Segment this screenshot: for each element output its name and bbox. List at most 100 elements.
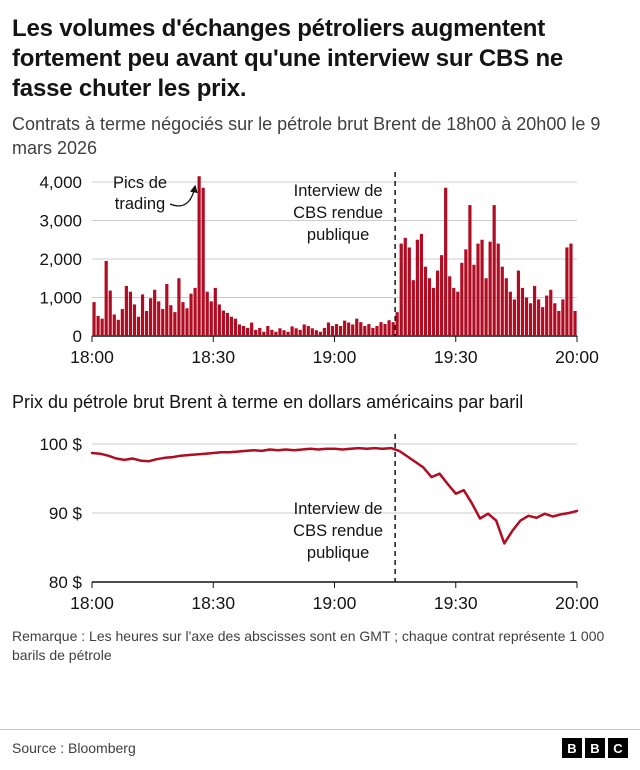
volume-bar (448, 276, 452, 336)
volume-bar (209, 301, 213, 336)
volume-bar (444, 187, 448, 336)
annotation-text: Interview de (294, 500, 383, 518)
volume-chart: 0 1,000 2,000 3,000 4,000 18:00 18:30 19:00 19:3… (12, 166, 628, 378)
price-chart-title: Prix du pétrole brut Brent à terme en do… (12, 392, 524, 412)
volume-bar (100, 318, 104, 336)
volume-bar (330, 325, 335, 336)
volume-bar (322, 327, 327, 336)
volume-bar (347, 322, 351, 336)
source-label: Source : Bloomberg (12, 740, 136, 756)
price-chart-svg: 100 $ 90 $ 80 $18:00 18:30 19:00 19:30 20:00 In… (39, 434, 599, 613)
volume-bar (468, 205, 472, 336)
volume-bar (181, 302, 185, 336)
volume-bar (359, 322, 363, 336)
volume-bar (104, 260, 108, 336)
footer: Source : Bloomberg B B C (0, 729, 640, 770)
volume-bar (334, 324, 339, 336)
price-line (90, 446, 579, 545)
annotation-text: CBS rendue (293, 522, 383, 540)
volume-bar (185, 308, 189, 336)
volume-bar (452, 287, 456, 337)
volume-bar (480, 239, 484, 336)
axis-tick-label: 18:30 (191, 347, 235, 367)
volume-bar (338, 325, 343, 336)
volume-bar (363, 325, 367, 336)
axis-tick-label: 3,000 (39, 212, 82, 231)
annotation-text: Interview de (294, 182, 383, 200)
volume-bar (314, 330, 318, 336)
volume-bar (149, 298, 153, 336)
volume-bar (161, 309, 165, 336)
bbc-logo-letter: B (585, 738, 605, 758)
axis-tick-label: 19:00 (313, 347, 357, 367)
volume-bar (464, 249, 468, 337)
volume-bar (128, 291, 133, 336)
volume-bar (569, 243, 573, 336)
volume-bar (266, 325, 270, 336)
axis-tick-label: 80 $ (49, 573, 83, 592)
volume-bar (395, 312, 399, 336)
volume-bar (351, 324, 355, 336)
volume-bar (306, 325, 310, 336)
annotation-text: publique (307, 544, 369, 562)
chart-subtitle: Contrats à terme négociés sur le pétrole… (12, 114, 601, 158)
axis-tick-label: 1,000 (39, 289, 82, 308)
axis-tick-label: 100 $ (39, 435, 82, 454)
axis-tick-label: 19:00 (313, 593, 357, 613)
volume-bar (197, 176, 201, 336)
volume-bar (169, 305, 173, 336)
volume-bar (132, 304, 137, 336)
volume-bar (423, 266, 428, 336)
volume-bar (391, 322, 395, 336)
volume-bar (225, 312, 230, 336)
volume-bar (205, 291, 209, 336)
volume-bar (262, 331, 266, 336)
volume-bar (355, 318, 359, 336)
volume-bar (488, 241, 492, 336)
volume-bar (343, 320, 347, 336)
annotation-text: CBS rendue (293, 204, 383, 222)
volume-bar (520, 287, 525, 337)
volume-bar (573, 310, 577, 336)
volume-bar (508, 291, 512, 336)
volume-bar (290, 326, 294, 337)
volume-bar (298, 329, 302, 336)
volume-bar (116, 319, 120, 336)
volume-bar (302, 324, 306, 336)
volume-bar (565, 247, 569, 336)
annotation-arrow (169, 184, 198, 207)
volume-bar (233, 318, 238, 336)
volume-bar (144, 310, 149, 336)
volume-bar (189, 293, 193, 336)
annotation-text: publique (307, 226, 369, 244)
bbc-logo-letter: C (608, 738, 628, 758)
volume-bar (427, 278, 432, 336)
volume-bar (241, 325, 246, 336)
volume-bar (282, 330, 286, 336)
volume-bar (326, 322, 331, 336)
volume-bar (411, 280, 415, 336)
volume-bar (435, 270, 440, 336)
volume-bar (112, 314, 116, 336)
volume-bar (254, 329, 258, 336)
volume-bar (553, 303, 557, 336)
volume-bar (201, 187, 205, 336)
annotation-text: Pics de (113, 174, 167, 192)
volume-bar (541, 307, 545, 337)
volume-bar (379, 322, 383, 336)
volume-bar (504, 278, 508, 336)
volume-bar (431, 287, 436, 337)
volume-bar (165, 284, 169, 336)
page-title: Les volumes d'échanges pétroliers augmen… (12, 15, 564, 102)
volume-bar (557, 310, 561, 336)
bbc-logo: B B C (562, 738, 628, 758)
axis-tick-label: 18:00 (70, 593, 114, 613)
volume-bar (153, 289, 157, 336)
volume-bar (213, 287, 217, 337)
axis-tick-label: 18:00 (70, 347, 114, 367)
volume-bar (561, 299, 565, 336)
annotation-text: trading (115, 195, 165, 213)
volume-bar (92, 302, 96, 336)
volume-bar (512, 299, 516, 336)
volume-bar (440, 255, 444, 336)
